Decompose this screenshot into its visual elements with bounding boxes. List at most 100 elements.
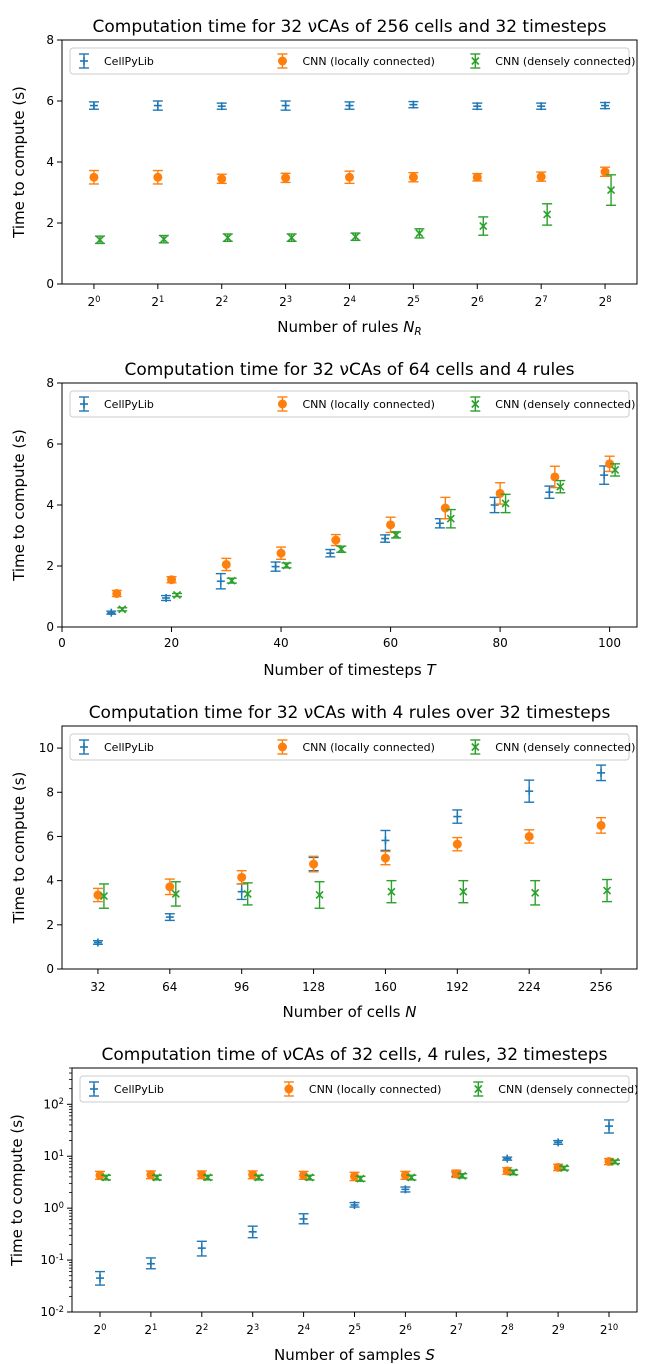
series-cellpylib — [94, 1119, 615, 1286]
data-point — [560, 1164, 569, 1173]
x-axis-label: Number of timesteps T — [263, 661, 437, 679]
data-point — [282, 561, 291, 570]
data-point — [197, 1170, 207, 1180]
data-point — [165, 882, 175, 892]
x-tick-label: 28 — [501, 1322, 514, 1337]
chart-panel-1: Computation time for 32 νCAs of 256 cell… — [10, 17, 638, 338]
plot-frame — [61, 382, 638, 628]
y-tick-label: 0 — [46, 962, 54, 976]
legend-label: CellPyLib — [104, 741, 154, 754]
x-tick-label: 0 — [58, 636, 66, 650]
data-point — [152, 1173, 161, 1182]
x-tick-label: 160 — [374, 980, 397, 994]
data-point — [93, 890, 103, 900]
data-point — [299, 1214, 308, 1223]
series-cellpylib — [88, 100, 611, 111]
legend-label: CNN (densely connected) — [495, 741, 635, 754]
y-tick-label: 101 — [43, 1148, 64, 1163]
data-point — [276, 548, 286, 558]
y-axis-label: Time to compute (s) — [8, 1114, 26, 1267]
chart-title: Computation time for 32 νCAs of 256 cell… — [93, 17, 607, 37]
data-point — [350, 1171, 359, 1181]
data-point — [271, 562, 280, 571]
y-axis-label: Time to compute (s) — [10, 429, 28, 582]
series-cnn_local — [88, 166, 611, 185]
data-point — [451, 1169, 461, 1179]
data-point — [605, 1122, 614, 1131]
x-tick-label: 29 — [552, 1322, 565, 1337]
x-tick-label: 26 — [471, 294, 484, 309]
x-tick-label: 23 — [279, 294, 292, 309]
y-tick-label: 8 — [46, 33, 54, 47]
data-point — [356, 1174, 365, 1183]
legend-marker — [277, 742, 287, 752]
plot-frame — [61, 725, 638, 970]
data-point — [531, 888, 540, 897]
legend-item: CNN (densely connected) — [470, 396, 635, 412]
x-tick-label: 20 — [94, 1322, 107, 1337]
data-point — [458, 1171, 467, 1180]
legend-item: CNN (locally connected) — [277, 53, 435, 69]
data-point — [159, 235, 168, 244]
data-point — [254, 1173, 263, 1182]
data-point — [299, 1170, 309, 1180]
x-tick-label: 22 — [195, 1322, 208, 1337]
y-tick-label: 8 — [46, 785, 54, 799]
data-point — [345, 172, 354, 182]
x-tick-label: 27 — [535, 294, 548, 309]
plot-frame — [61, 39, 638, 285]
data-point — [502, 1166, 512, 1176]
series-cnn_dense — [117, 463, 621, 614]
y-tick-label: 4 — [46, 498, 54, 512]
chart-panel-3: Computation time for 32 νCAs with 4 rule… — [10, 703, 638, 1021]
x-tick-label: 23 — [246, 1322, 259, 1337]
y-tick-label: 2 — [46, 918, 54, 932]
data-point — [223, 233, 232, 242]
legend-item: CNN (locally connected) — [283, 1081, 441, 1097]
data-point — [162, 594, 171, 603]
data-point — [524, 831, 534, 841]
x-tick-label: 40 — [273, 636, 288, 650]
legend-label: CellPyLib — [104, 398, 154, 411]
data-point — [112, 588, 122, 598]
data-point — [146, 1170, 156, 1180]
legend-label: CNN (densely connected) — [495, 55, 635, 68]
data-point — [107, 608, 116, 617]
series-cnn_local — [92, 816, 607, 903]
y-tick-label: 102 — [43, 1096, 64, 1111]
x-axis-label: Number of samples S — [274, 1346, 435, 1364]
data-point — [227, 576, 236, 585]
data-point — [315, 890, 324, 900]
series-cnn_local — [111, 455, 615, 598]
legend-item: CNN (densely connected) — [473, 1081, 638, 1097]
data-point — [495, 488, 505, 498]
y-tick-label: 0 — [46, 277, 54, 291]
data-point — [453, 812, 462, 821]
data-point — [287, 233, 296, 242]
data-point — [281, 173, 291, 183]
data-point — [550, 472, 560, 482]
legend-item: CNN (locally connected) — [277, 396, 435, 412]
data-point — [89, 172, 99, 182]
legend: CellPyLib CNN (locally connected) CNN (den… — [69, 47, 635, 75]
data-point — [167, 575, 177, 585]
y-tick-label: 100 — [43, 1200, 64, 1215]
legend-marker — [90, 1085, 98, 1093]
x-tick-label: 22 — [215, 294, 228, 309]
x-tick-label: 256 — [590, 980, 613, 994]
x-tick-label: 20 — [164, 636, 179, 650]
data-point — [146, 1259, 155, 1268]
x-tick-label: 210 — [600, 1322, 618, 1337]
x-axis-label: Number of cells N — [283, 1003, 417, 1021]
legend-box — [79, 1075, 630, 1103]
legend-marker — [284, 1084, 294, 1094]
x-tick-label: 24 — [343, 294, 356, 309]
y-tick-label: 10-2 — [40, 1304, 64, 1319]
legend-label: CNN (locally connected) — [302, 55, 435, 68]
data-point — [217, 102, 226, 111]
data-point — [605, 459, 615, 469]
data-point — [479, 221, 488, 231]
data-point — [386, 520, 396, 530]
x-tick-label: 80 — [492, 636, 507, 650]
data-point — [408, 172, 418, 182]
